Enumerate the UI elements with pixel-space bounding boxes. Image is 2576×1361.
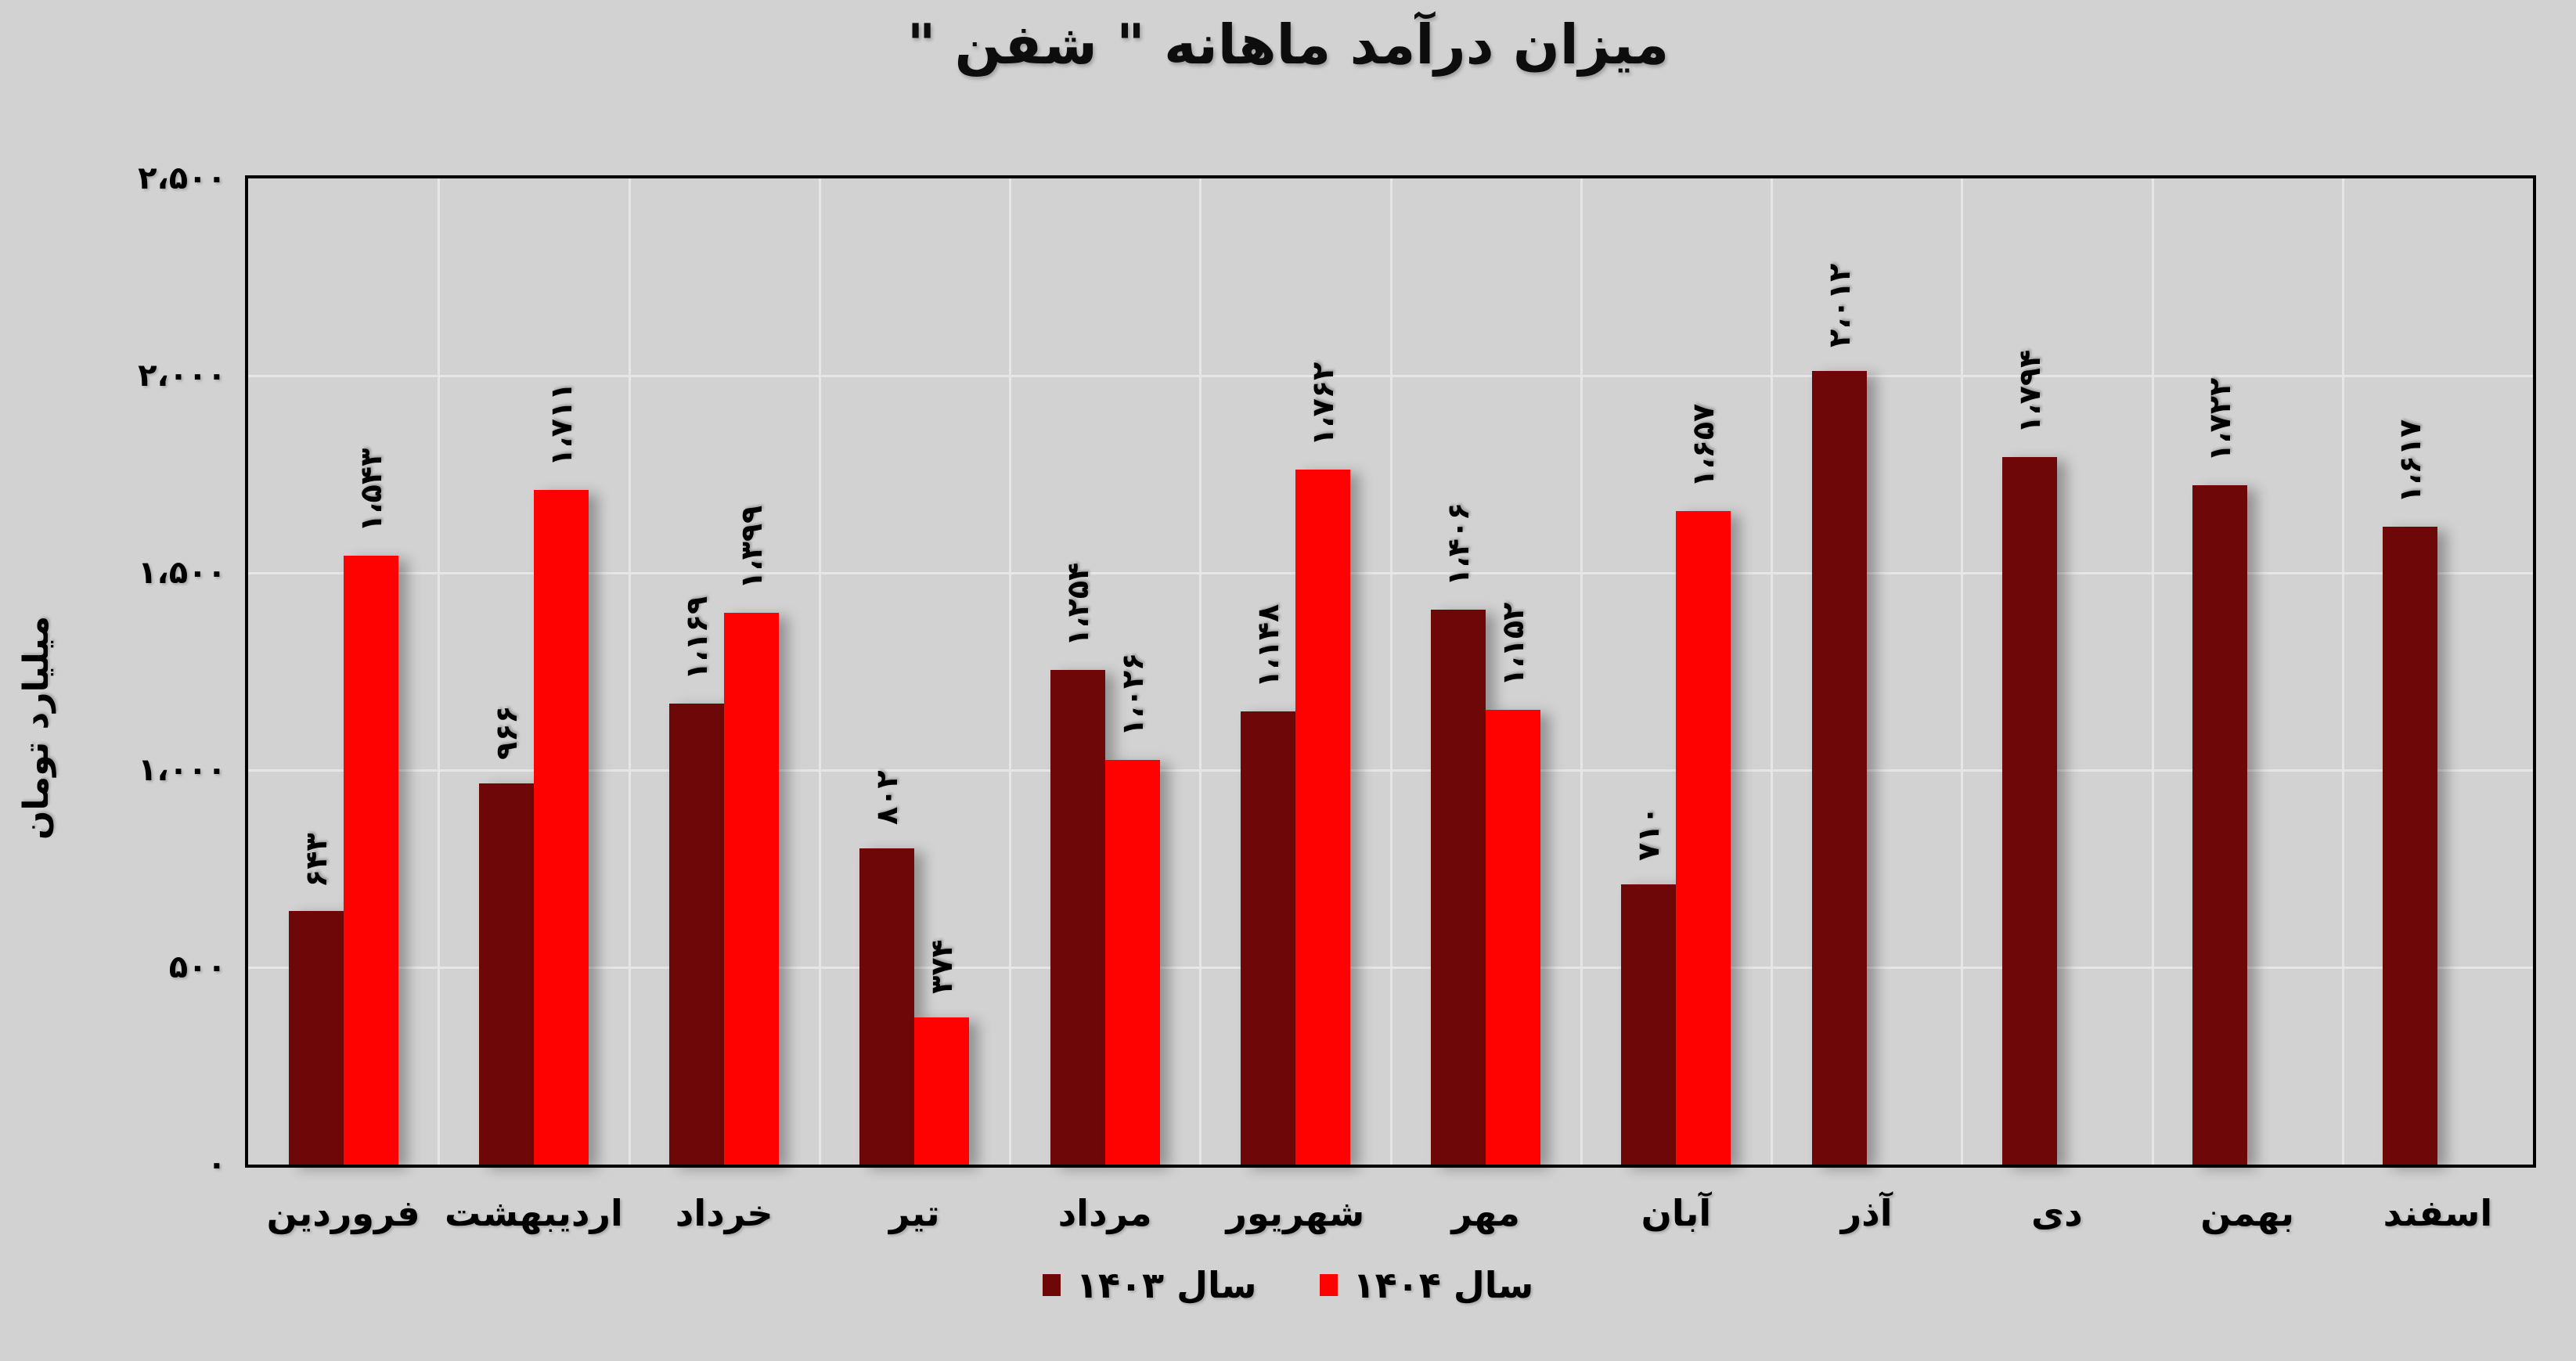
x-tick-label: آبان: [1641, 1192, 1712, 1234]
bar: [533, 489, 589, 1165]
y-tick-label: ۲،۵۰۰: [138, 160, 226, 196]
bar: [914, 1017, 970, 1165]
bar: [1240, 711, 1295, 1165]
bar: [1104, 759, 1160, 1165]
bar-value-label: ۱،۰۲۶: [1115, 652, 1150, 736]
v-gridline: [1199, 178, 1202, 1165]
bar: [478, 783, 534, 1165]
bar: [2192, 485, 2248, 1165]
y-tick-label: ۱،۵۰۰: [138, 555, 226, 591]
legend-label-1403: سال ۱۴۰۳: [1075, 1264, 1257, 1306]
bar-value-label: ۱،۱۴۸: [1250, 604, 1285, 689]
bar-value-label: ۱،۷۱۱: [543, 382, 578, 466]
v-gridline: [1580, 178, 1583, 1165]
bar: [1431, 610, 1486, 1165]
bar: [724, 612, 780, 1165]
bar-value-label: ۹۶۶: [488, 705, 524, 761]
legend: سال ۱۴۰۳ سال ۱۴۰۴: [0, 1262, 2576, 1309]
bar-value-label: ۱،۶۱۷: [2393, 419, 2428, 504]
bar-value-label: ۱،۵۴۳: [353, 448, 388, 533]
bar-value-label: ۶۴۳: [298, 833, 333, 888]
legend-swatch-1403-icon: [1042, 1274, 1061, 1296]
bar-value-label: ۳۷۴: [924, 938, 960, 994]
bar: [1811, 370, 1867, 1165]
bar: [2383, 527, 2438, 1165]
bar: [1295, 469, 1350, 1165]
x-tick-label: خرداد: [675, 1192, 773, 1234]
x-tick-label: آذر: [1840, 1192, 1893, 1234]
legend-label-1404: سال ۱۴۰۴: [1353, 1264, 1534, 1306]
x-tick-label: فروردین: [266, 1192, 420, 1234]
x-tick-label: مهر: [1451, 1192, 1520, 1234]
bar-value-label: ۱،۷۹۴: [2012, 349, 2047, 434]
x-tick-label: اردیبهشت: [444, 1192, 623, 1234]
bar: [288, 910, 344, 1165]
bar: [1486, 710, 1541, 1165]
bar-value-label: ۱،۱۵۲: [1496, 603, 1531, 687]
bar-value-label: ۱،۱۶۹: [679, 596, 715, 680]
bar-value-label: ۷۱۰: [1631, 806, 1666, 862]
v-gridline: [438, 178, 441, 1165]
chart-title: میزان درآمد ماهانه " شفن ": [906, 13, 1670, 77]
bar-value-label: ۲،۰۱۲: [1821, 263, 1857, 347]
bar-value-label: ۱،۲۵۴: [1060, 562, 1095, 646]
y-tick-label: ۰: [207, 1147, 226, 1183]
y-tick-label: ۲،۰۰۰: [138, 358, 226, 394]
legend-item-1404: سال ۱۴۰۴: [1319, 1262, 1534, 1309]
x-tick-label: دی: [2030, 1192, 2083, 1234]
v-gridline: [1389, 178, 1392, 1165]
y-axis-title: میلیارد تومان: [16, 615, 56, 841]
y-tick-label: ۱،۰۰۰: [138, 752, 226, 788]
x-tick-label: شهریور: [1226, 1192, 1365, 1234]
v-gridline: [2151, 178, 2154, 1165]
legend-item-1403: سال ۱۴۰۳: [1042, 1262, 1257, 1309]
bar-value-label: ۱،۷۲۲: [2203, 377, 2238, 463]
x-tick-label: بهمن: [2200, 1192, 2295, 1234]
v-gridline: [628, 178, 631, 1165]
bar: [1676, 510, 1731, 1165]
bar-value-label: ۱،۷۶۲: [1305, 362, 1340, 446]
bar: [2001, 456, 2057, 1165]
legend-swatch-1404-icon: [1319, 1274, 1338, 1296]
v-gridline: [2341, 178, 2344, 1165]
bar: [669, 703, 725, 1165]
bar-value-label: ۸۰۲: [870, 770, 905, 825]
bar: [343, 556, 398, 1165]
x-tick-label: اسفند: [2383, 1192, 2493, 1234]
y-tick-label: ۵۰۰: [168, 949, 226, 985]
bar: [859, 848, 915, 1165]
plot-area: [245, 175, 2536, 1168]
bar-value-label: ۱،۶۵۷: [1686, 403, 1721, 488]
v-gridline: [818, 178, 821, 1165]
v-gridline: [1961, 178, 1964, 1165]
bar-value-label: ۱،۴۰۶: [1441, 502, 1476, 587]
v-gridline: [1009, 178, 1011, 1165]
bar: [1621, 884, 1677, 1165]
x-tick-label: تیر: [889, 1192, 940, 1234]
x-tick-label: مرداد: [1057, 1192, 1152, 1234]
bar: [1050, 669, 1105, 1165]
bar-value-label: ۱،۳۹۹: [734, 505, 769, 589]
v-gridline: [1771, 178, 1773, 1165]
